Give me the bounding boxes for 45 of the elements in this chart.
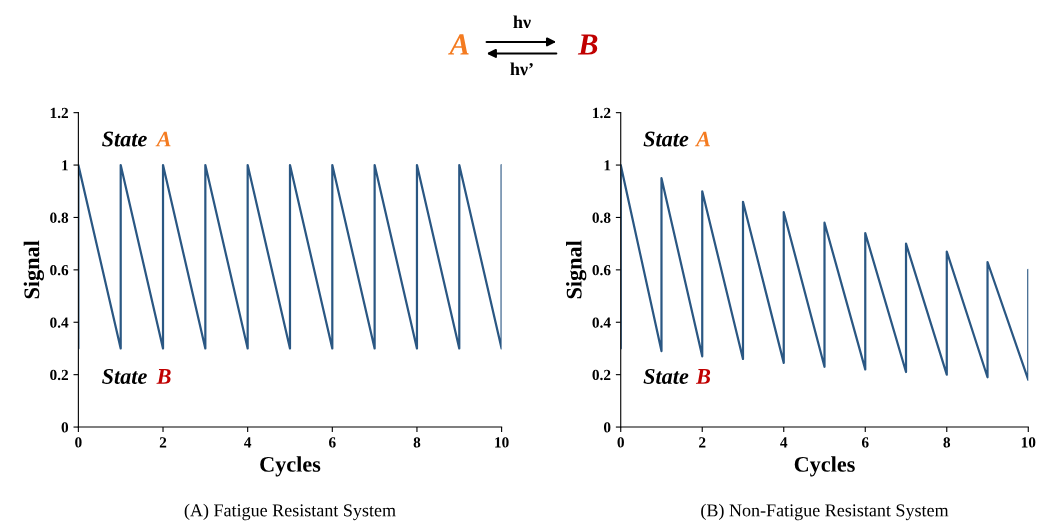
x-axis-title: Cycles: [794, 456, 855, 477]
y-tick-label: 0: [603, 422, 611, 433]
annotation: B: [695, 369, 711, 384]
text: hν: [513, 15, 531, 29]
text: B: [577, 34, 598, 55]
annotation: State: [102, 131, 147, 147]
x-tick-label: 10: [1021, 437, 1036, 448]
annotation: A: [155, 131, 171, 147]
y-tick-label: 1.2: [593, 107, 611, 119]
y-tick-label: 0.8: [592, 212, 611, 223]
y-tick-label: 1: [62, 160, 68, 171]
annotation: B: [156, 369, 171, 384]
y-tick-label: 1: [604, 160, 611, 171]
x-tick-label: 4: [244, 437, 252, 448]
y-axis-title: Signal: [566, 240, 587, 299]
text: hν’: [510, 62, 533, 76]
line-series: [620, 163, 1029, 382]
x-tick-label: 6: [861, 437, 869, 448]
annotation: State: [102, 368, 147, 384]
x-tick-label: 2: [699, 437, 706, 448]
y-tick-label: 0.6: [592, 265, 611, 276]
x-axis-title: Cycles: [260, 456, 321, 477]
text: (B) Non-Fatigue Resistant System: [701, 503, 949, 521]
y-tick-label: 0.4: [50, 317, 69, 328]
y-tick-label: 0.8: [50, 212, 69, 223]
y-axis-title: Signal: [23, 240, 44, 299]
x-tick-label: 10: [495, 437, 509, 448]
x-tick-label: 2: [159, 437, 167, 448]
x-tick-label: 6: [329, 437, 336, 448]
y-tick-label: 1.2: [50, 107, 68, 119]
x-tick-label: 0: [75, 437, 82, 448]
text: (A) Fatigue Resistant System: [184, 503, 396, 521]
x-tick-label: 8: [413, 437, 421, 448]
y-tick-label: 0.2: [50, 369, 68, 381]
annotation: A: [694, 131, 711, 147]
x-tick-label: 0: [617, 437, 624, 448]
y-tick-label: 0.2: [592, 369, 611, 381]
y-tick-label: 0.4: [592, 317, 611, 328]
annotation: State: [643, 368, 689, 384]
annotation: State: [643, 131, 689, 147]
text: A: [448, 34, 469, 55]
x-tick-label: 8: [943, 437, 951, 448]
y-tick-label: 0.6: [50, 265, 69, 276]
y-tick-label: 0: [61, 422, 69, 433]
x-tick-label: 4: [780, 437, 788, 448]
